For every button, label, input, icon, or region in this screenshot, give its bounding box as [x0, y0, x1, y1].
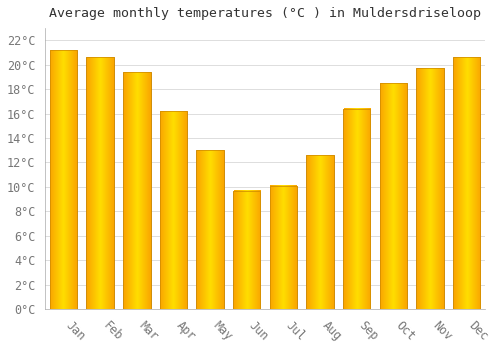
- Bar: [453, 57, 480, 309]
- Bar: [233, 190, 260, 309]
- Bar: [160, 111, 187, 309]
- Bar: [380, 83, 407, 309]
- Bar: [416, 68, 444, 309]
- Bar: [306, 155, 334, 309]
- Bar: [123, 72, 150, 309]
- Bar: [196, 150, 224, 309]
- Bar: [343, 109, 370, 309]
- Bar: [270, 186, 297, 309]
- Bar: [86, 57, 114, 309]
- Bar: [50, 50, 77, 309]
- Title: Average monthly temperatures (°C ) in Muldersdriseloop: Average monthly temperatures (°C ) in Mu…: [49, 7, 481, 20]
